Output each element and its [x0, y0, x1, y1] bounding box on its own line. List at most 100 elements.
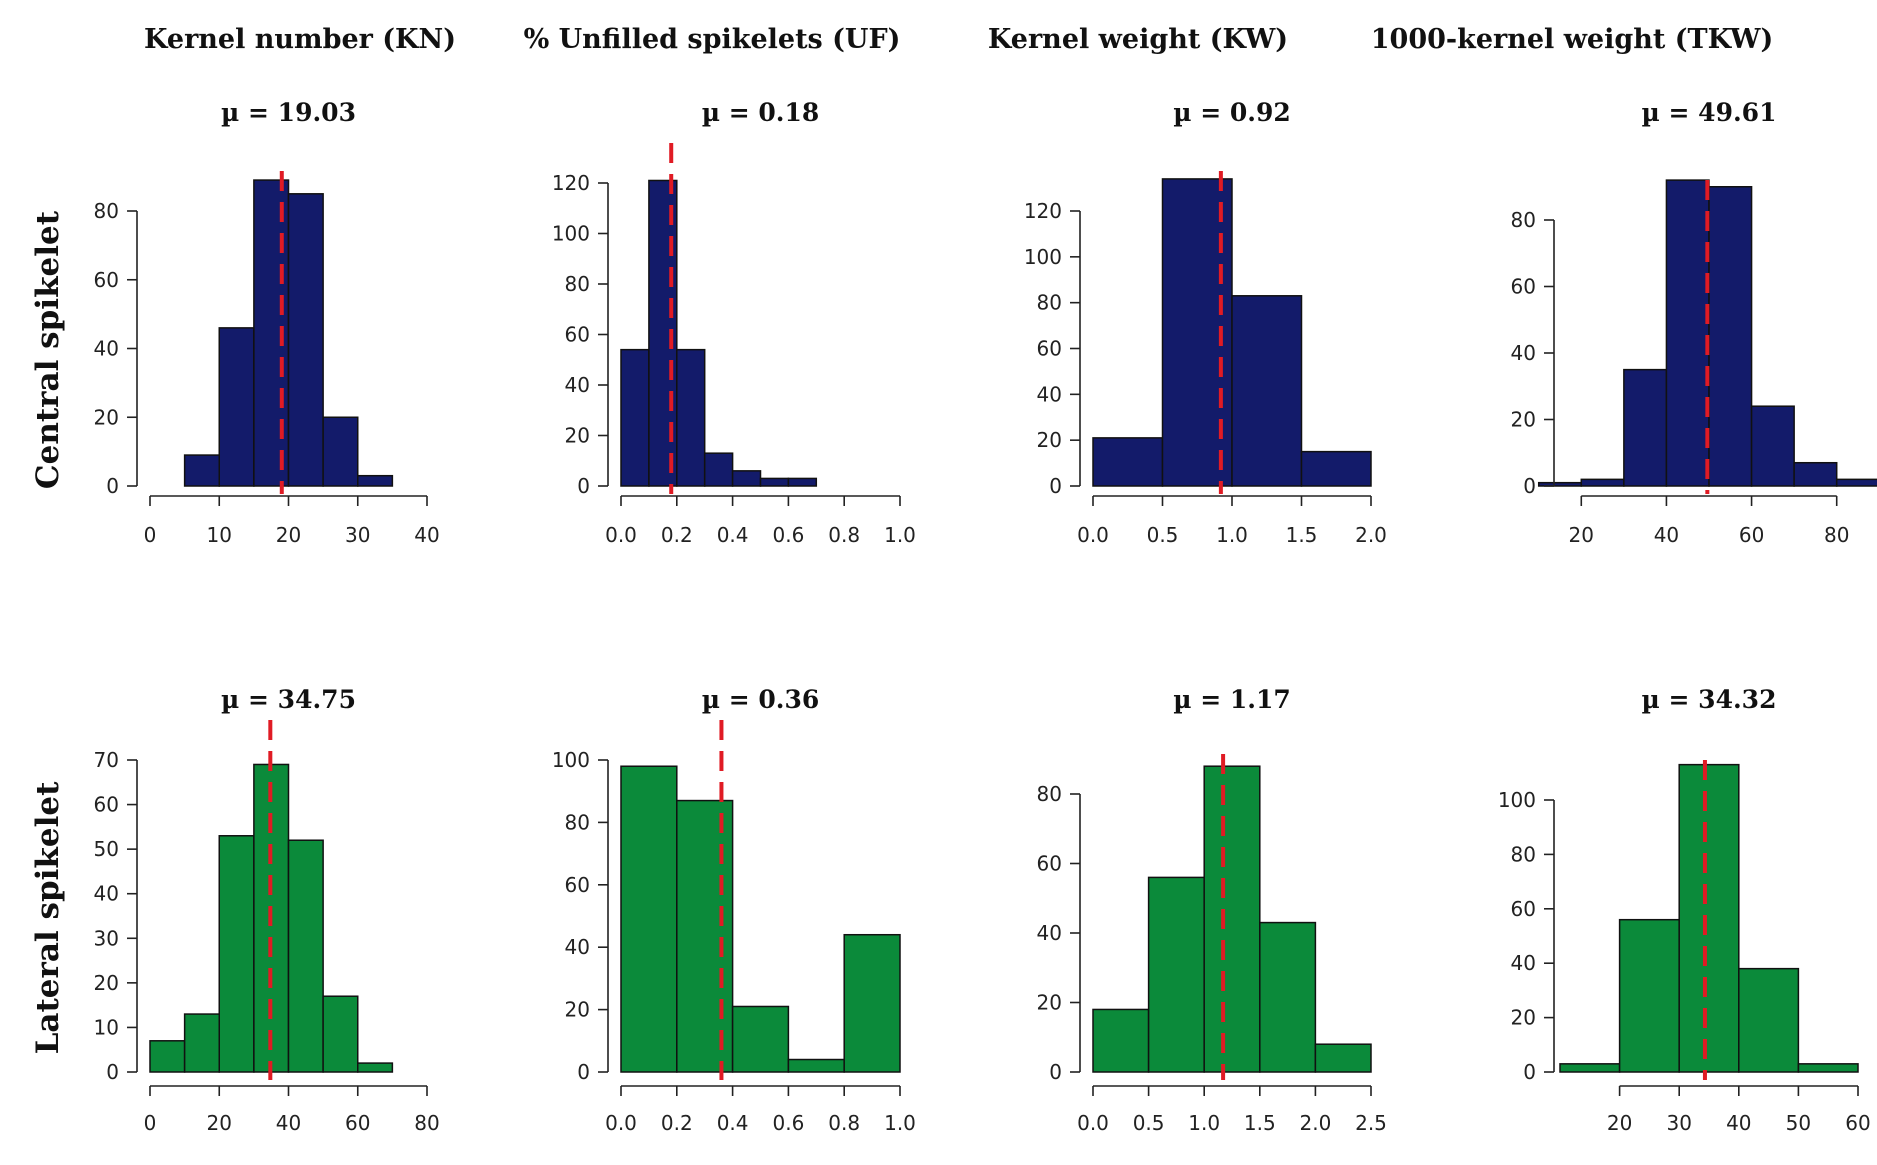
x-tick-label: 40: [276, 1111, 301, 1135]
y-tick-label: 0: [577, 474, 590, 498]
x-tick-label: 0.8: [828, 1111, 860, 1135]
histogram-panel-kw-central: µ = 0.92 0 20 40 60 80 100 120 0.0 0.5 1.0 1.5 2.0: [1024, 98, 1387, 547]
histogram-bar: [676, 799, 734, 1073]
x-tick-label: 0.4: [717, 1111, 749, 1135]
y-tick-label: 0: [1523, 1060, 1536, 1084]
x-tick-label: 0.4: [717, 523, 749, 547]
y-tick-label: 0: [106, 1060, 119, 1084]
y-tick-label: 0: [577, 1060, 590, 1084]
x-tick-label: 0.8: [828, 523, 860, 547]
panel-title: µ = 49.61: [1642, 98, 1777, 127]
histogram-bar: [287, 193, 324, 487]
x-tick-label: 60: [345, 1111, 370, 1135]
histogram-bar: [1092, 437, 1164, 487]
histogram-bar: [1092, 1008, 1150, 1073]
y-tick-label: 40: [565, 373, 590, 397]
x-tick-label: 10: [207, 523, 232, 547]
x-tick-label: 0.6: [772, 523, 804, 547]
x-tick-label: 60: [1845, 1111, 1870, 1135]
histogram-bar: [218, 327, 255, 487]
y-tick-label: 40: [94, 882, 119, 906]
figure-headers: Kernel number (KN) % Unfilled spikelets …: [30, 24, 1773, 1054]
histogram-bar: [1259, 921, 1317, 1073]
y-tick-label: 60: [565, 323, 590, 347]
histogram-bar: [1203, 765, 1261, 1073]
row-label-central-spikelet: Central spikelet: [30, 210, 66, 489]
histogram-panel-tkw-lateral: µ = 34.32 0 20 40 60 80 100 20 30 40 50 60: [1498, 685, 1871, 1135]
panel-title: µ = 19.03: [221, 98, 356, 127]
histogram-bar: [357, 1062, 394, 1073]
column-title-1000-kernel-weight: 1000-kernel weight (TKW): [1371, 24, 1773, 55]
y-tick-label: 60: [565, 873, 590, 897]
histogram-bar: [731, 1005, 790, 1073]
histogram-bar: [1835, 478, 1877, 487]
panel-title: µ = 0.36: [702, 685, 820, 714]
y-tick-label: 80: [1037, 291, 1062, 315]
x-tick-label: 0.0: [1077, 1111, 1109, 1135]
y-tick-label: 80: [1511, 208, 1536, 232]
y-tick-label: 40: [94, 337, 119, 361]
y-tick-label: 60: [1037, 337, 1062, 361]
x-tick-label: 30: [345, 523, 370, 547]
column-title-kernel-number: Kernel number (KN): [144, 24, 456, 55]
histogram-bar: [1750, 405, 1795, 487]
x-tick-label: 0.0: [605, 1111, 637, 1135]
histogram-bar: [676, 348, 706, 487]
histogram-panel-kn-lateral: µ = 34.75 0 10 20 30 40 50 60 70 0 20 40 60 80: [94, 685, 440, 1135]
x-tick-label: 40: [1654, 523, 1679, 547]
y-tick-label: 60: [1511, 275, 1536, 299]
histogram-bar: [787, 1058, 845, 1073]
x-tick-label: 0.5: [1147, 523, 1179, 547]
y-tick-label: 80: [1511, 842, 1536, 866]
x-tick-label: 1.0: [1216, 523, 1248, 547]
y-tick-label: 40: [1037, 921, 1062, 945]
y-tick-label: 60: [94, 268, 119, 292]
x-tick-label: 20: [276, 523, 301, 547]
histogram-bar: [759, 477, 790, 487]
x-tick-label: 50: [1786, 1111, 1811, 1135]
histogram-bar: [731, 470, 762, 487]
x-tick-label: 40: [1726, 1111, 1751, 1135]
y-tick-label: 80: [94, 199, 119, 223]
histogram-bar: [218, 835, 255, 1073]
histogram-bar: [1618, 918, 1680, 1073]
histogram-bar: [183, 1013, 220, 1073]
x-tick-label: 2.5: [1355, 1111, 1387, 1135]
x-tick-label: 40: [414, 523, 439, 547]
y-tick-label: 20: [565, 424, 590, 448]
histogram-bar: [1147, 876, 1205, 1073]
x-tick-label: 0.0: [605, 523, 637, 547]
x-tick-label: 80: [1824, 523, 1849, 547]
x-tick-label: 20: [207, 1111, 232, 1135]
y-tick-label: 20: [94, 405, 119, 429]
panel-title: µ = 34.75: [221, 685, 356, 714]
histogram-bar: [183, 454, 220, 487]
histogram-bar: [1793, 461, 1838, 487]
x-tick-label: 0: [144, 523, 157, 547]
y-tick-label: 20: [94, 971, 119, 995]
x-tick-label: 2.0: [1299, 1111, 1331, 1135]
panel-title: µ = 0.18: [702, 98, 820, 127]
y-tick-label: 10: [94, 1015, 119, 1039]
histogram-bar: [1314, 1043, 1372, 1073]
x-tick-label: 1.0: [884, 523, 916, 547]
histogram-panel-uf-central: µ = 0.18 0 20 40 60 80 100 120 0.0 0.2 0.4 0.6 0.8 1.…: [552, 98, 916, 547]
histogram-bar: [1580, 478, 1625, 487]
column-title-kernel-weight: Kernel weight (KW): [988, 24, 1288, 55]
y-tick-label: 50: [94, 837, 119, 861]
histogram-bar: [149, 1040, 186, 1073]
y-tick-label: 40: [1037, 382, 1062, 406]
histogram-panel-uf-lateral: µ = 0.36 0 20 40 60 80 100 0.0 0.2 0.4 0.6 0.8 1.0: [552, 685, 916, 1135]
histogram-bar: [1797, 1063, 1859, 1073]
y-tick-label: 100: [552, 748, 590, 772]
x-tick-label: 0.2: [661, 1111, 693, 1135]
histogram-bar: [1738, 967, 1800, 1073]
y-tick-label: 80: [565, 810, 590, 834]
histogram-bar: [620, 348, 650, 487]
y-tick-label: 0: [106, 474, 119, 498]
histogram-bar: [843, 933, 901, 1073]
x-tick-label: 1.0: [1188, 1111, 1220, 1135]
histogram-panel-kw-lateral: µ = 1.17 0 20 40 60 80 0.0 0.5 1.0 1.5 2.0 2.5: [1037, 685, 1387, 1135]
histogram-bar: [1559, 1063, 1621, 1073]
